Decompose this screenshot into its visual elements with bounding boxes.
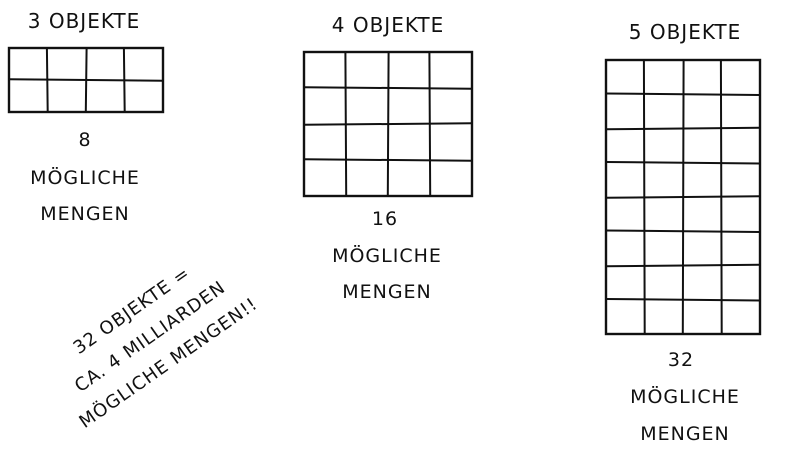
grid-horizontal-line bbox=[605, 92, 761, 97]
grid-horizontal-line bbox=[605, 160, 761, 165]
panel-three-caption-line1: MÖGLICHE bbox=[30, 166, 140, 189]
panel-three-title: 3 OBJEKTE bbox=[28, 9, 141, 33]
panel-four-title: 4 OBJEKTE bbox=[332, 13, 445, 37]
rotated-note: 32 OBJEKTE = CA. 4 MILLIARDEN MÖGLICHE M… bbox=[70, 263, 262, 433]
grid-horizontal-line bbox=[605, 263, 761, 268]
panel-four-count: 16 bbox=[372, 208, 398, 230]
grid-five-objects bbox=[604, 58, 762, 336]
panel-five-title: 5 OBJEKTE bbox=[629, 20, 742, 44]
grid-horizontal-line bbox=[605, 229, 761, 234]
panel-four-caption-line2: MENGEN bbox=[342, 281, 432, 303]
panel-three-objects: 3 OBJEKTE 8 MÖGLICHE MENGEN bbox=[7, 9, 165, 225]
grid-three-objects bbox=[7, 46, 165, 114]
panel-five-caption-line1: MÖGLICHE bbox=[630, 385, 740, 408]
grid-horizontal-line bbox=[605, 126, 761, 131]
panel-four-caption-line1: MÖGLICHE bbox=[332, 244, 442, 267]
grid-horizontal-line bbox=[303, 158, 473, 162]
grid-horizontal-line bbox=[303, 122, 473, 126]
panel-five-caption-line2: MENGEN bbox=[640, 423, 730, 445]
panel-three-caption-line2: MENGEN bbox=[40, 203, 130, 225]
grid-horizontal-line bbox=[605, 195, 761, 199]
grid-horizontal-line bbox=[8, 78, 164, 82]
panel-four-objects: 4 OBJEKTE 16 MÖGLICHE MENGEN bbox=[302, 13, 474, 303]
grid-horizontal-line bbox=[605, 297, 761, 302]
panel-three-count: 8 bbox=[78, 129, 91, 151]
panel-five-objects: 5 OBJEKTE 32 MÖGLICHE MENGEN bbox=[604, 20, 762, 445]
grid-horizontal-line bbox=[303, 86, 473, 90]
panel-five-count: 32 bbox=[668, 349, 694, 371]
grid-four-objects bbox=[302, 50, 474, 198]
